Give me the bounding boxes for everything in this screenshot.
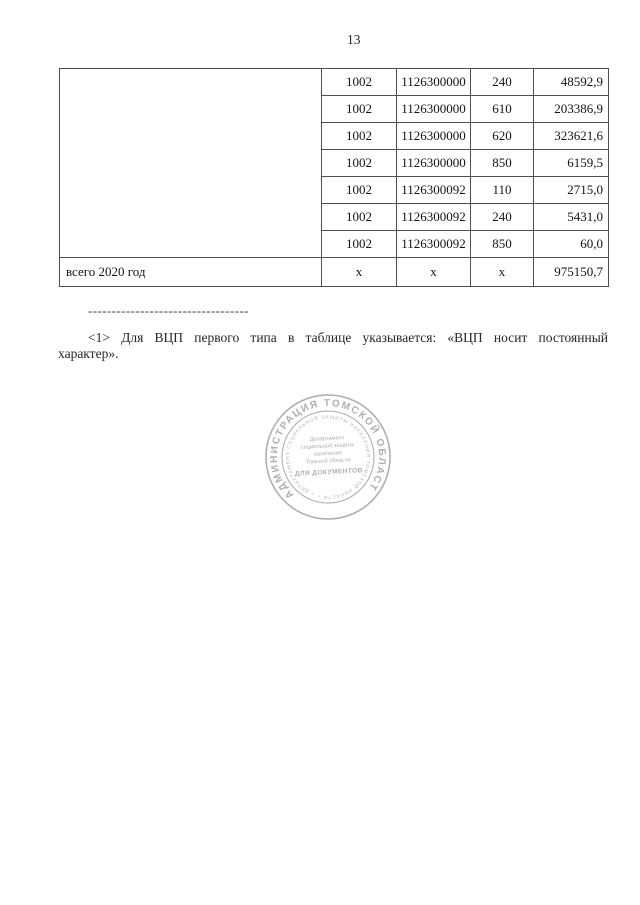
table-row: 1002 1126300092 240 5431,0	[60, 203, 609, 231]
target-article-cell: 1126300092	[396, 203, 471, 231]
footnote-line-2: характер».	[58, 346, 119, 361]
expense-type-cell: 850	[470, 149, 534, 177]
table-row: 1002 1126300000 240 48592,9	[59, 68, 609, 258]
section-cell: 1002	[321, 149, 397, 177]
page-number: 13	[347, 32, 361, 47]
target-article-cell: 1126300000	[396, 122, 471, 150]
budget-table: 1002 1126300000 240 48592,9 1002 1126300000 61…	[59, 68, 609, 287]
footnote-text: <1> Для ВЦП первого типа в таблице указы…	[58, 330, 608, 362]
section-cell: 1002	[321, 95, 397, 123]
target-article-cell: 1126300092	[396, 230, 471, 258]
expense-type-cell: 850	[470, 230, 534, 258]
stamp-center-line-5: ДЛЯ ДОКУМЕНТОВ	[295, 467, 363, 478]
stamp-inner-circle	[281, 410, 375, 504]
total-section-cell: x	[321, 257, 397, 287]
target-article-cell: 1126300092	[396, 176, 471, 204]
expense-type-cell: 620	[470, 122, 534, 150]
expense-type-cell: 240	[470, 203, 534, 231]
section-cell: 1002	[321, 122, 397, 150]
stamp-outer-circle	[265, 394, 391, 520]
section-cell: 1002	[321, 203, 397, 231]
amount-cell: 6159,5	[533, 149, 609, 177]
table-row: 1002 1126300000 610 203386,9	[60, 95, 609, 123]
table-row: 1002 1126300000 850 6159,5	[60, 149, 609, 177]
total-target-article-cell: x	[396, 257, 471, 287]
official-stamp: АДМИНИСТРАЦИЯ ТОМСКОЙ ОБЛАСТИ • ДЕПАРТАМ…	[254, 383, 391, 520]
section-cell: 1002	[321, 230, 397, 258]
amount-cell: 323621,6	[533, 122, 609, 150]
amount-cell: 48592,9	[533, 68, 609, 96]
section-cell: 1002	[321, 68, 397, 96]
section-cell: 1002	[321, 176, 397, 204]
expense-type-cell: 610	[470, 95, 534, 123]
target-article-cell: 1126300000	[396, 149, 471, 177]
total-label-cell: всего 2020 год	[59, 257, 322, 287]
table-row: 1002 1126300092 110 2715,0	[60, 176, 609, 204]
amount-cell: 2715,0	[533, 176, 609, 204]
budget-table-body: 1002 1126300000 240 48592,9 1002 1126300000 61…	[59, 68, 609, 258]
amount-cell: 60,0	[533, 230, 609, 258]
footnote-block: ---------------------------------- <1> Д…	[58, 303, 608, 362]
stamp-center-line-1: Департамент	[310, 435, 345, 443]
total-expense-type-cell: x	[470, 257, 534, 287]
table-row: 1002 1126300000 620 323621,6	[60, 122, 609, 150]
table-row: 1002 1126300092 850 60,0	[60, 230, 609, 258]
amount-cell: 5431,0	[533, 203, 609, 231]
target-article-cell: 1126300000	[396, 95, 471, 123]
table-total-row: всего 2020 год x x x 975150,7	[59, 257, 609, 287]
stamp-center-line-4: Томской области	[306, 456, 351, 465]
amount-cell: 203386,9	[533, 95, 609, 123]
expense-type-cell: 240	[470, 68, 534, 96]
target-article-cell: 1126300000	[396, 68, 471, 96]
expense-type-cell: 110	[470, 176, 534, 204]
stamp-center-line-2: социальной защиты	[301, 441, 355, 451]
total-amount-cell: 975150,7	[533, 257, 609, 287]
stamp-center-line-3: населения	[314, 450, 342, 457]
footnote-line-1: <1> Для ВЦП первого типа в таблице указы…	[88, 330, 608, 345]
footnote-separator: ----------------------------------	[88, 303, 249, 318]
program-label-cell	[59, 68, 322, 258]
